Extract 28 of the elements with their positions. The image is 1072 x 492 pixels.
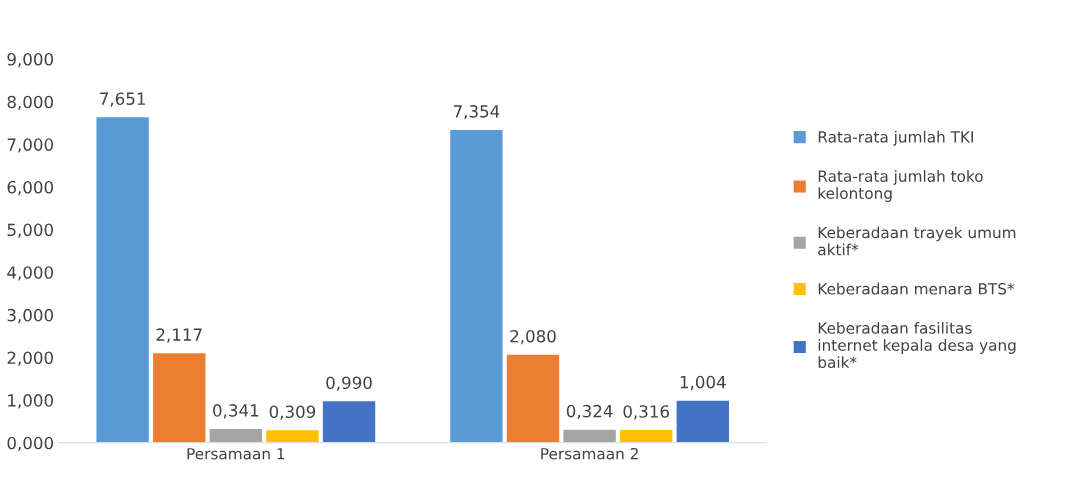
y-tick-label: 8,000 [7,95,53,110]
bar [95,115,151,443]
legend-label: Rata-rata jumlah toko kelontong [818,170,983,202]
legend-label: Keberadaan menara BTS* [818,282,1015,295]
data-label: 0,309 [269,405,316,420]
y-tick-label: 9,000 [7,53,53,68]
y-tick-label: 5,000 [7,223,53,238]
data-label: 1,004 [680,375,726,391]
legend-label: Keberadaan trayek umum aktif* [818,226,1016,256]
x-tick-label: Persamaan 2 [541,447,638,460]
y-tick-label: 0,000 [7,436,53,452]
data-label: 0,341 [213,404,259,419]
data-label: 2,080 [510,329,556,345]
y-tick-label: 1,000 [8,394,53,409]
data-label: 2,117 [156,328,202,343]
y-tick-label: 6,000 [7,180,53,196]
y-tick-label: 3,000 [7,308,53,324]
data-label: 7,354 [453,105,500,120]
y-tick-label: 2,000 [7,351,53,366]
data-label: 0,316 [623,405,670,420]
data-label: 0,324 [566,404,613,420]
legend-label: Rata-rata jumlah TKI [818,130,973,146]
y-tick-label: 7,000 [7,138,53,153]
data-label: 0,990 [326,376,372,391]
legend-label: Keberadaan fasilitas internet kepala desa yang baik* [818,321,1016,369]
y-tick-label: 4,000 [7,266,53,281]
x-tick-label: Persamaan 1 [187,448,285,460]
data-label: 7,651 [100,92,145,107]
